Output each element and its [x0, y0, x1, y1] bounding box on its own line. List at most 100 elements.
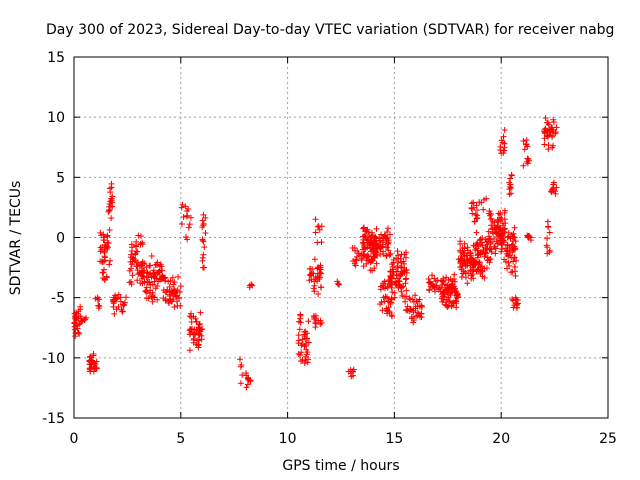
data-point	[71, 326, 78, 333]
data-point	[380, 250, 387, 257]
data-point	[552, 188, 559, 195]
data-point	[97, 244, 104, 251]
data-point	[494, 240, 501, 247]
data-point	[410, 317, 417, 324]
data-point	[198, 336, 205, 343]
y-axis-label: SDTVAR / TECUs	[8, 181, 24, 296]
data-point	[378, 231, 385, 238]
data-point	[396, 278, 403, 285]
data-point	[353, 257, 360, 264]
data-point	[304, 335, 311, 342]
data-point	[166, 300, 173, 307]
data-point	[153, 262, 160, 269]
data-point	[92, 360, 99, 367]
data-point	[138, 233, 145, 240]
data-point	[354, 248, 361, 255]
data-point	[508, 269, 515, 276]
data-point	[507, 175, 514, 182]
data-point	[498, 137, 505, 144]
data-point	[107, 257, 114, 264]
data-point	[135, 232, 142, 239]
data-point	[123, 294, 130, 301]
x-axis-label: GPS time / hours	[282, 458, 399, 474]
data-point	[488, 215, 495, 222]
data-point	[470, 204, 477, 211]
data-point	[497, 143, 504, 150]
data-point	[361, 244, 368, 251]
data-point	[478, 239, 485, 246]
data-point	[87, 366, 94, 373]
data-point	[377, 245, 384, 252]
data-point	[373, 225, 380, 232]
data-point	[296, 326, 303, 333]
data-point	[387, 231, 394, 238]
data-point	[313, 320, 320, 327]
data-point	[156, 267, 163, 274]
data-point	[393, 272, 400, 279]
data-point	[143, 295, 150, 302]
data-point	[457, 257, 464, 264]
data-point	[487, 256, 494, 263]
data-point	[71, 320, 78, 327]
data-point	[403, 275, 410, 282]
data-point	[187, 326, 194, 333]
data-point	[485, 228, 492, 235]
data-point	[185, 224, 192, 231]
data-point	[445, 302, 452, 309]
data-point	[382, 244, 389, 251]
data-point	[367, 267, 374, 274]
data-point	[148, 252, 155, 259]
data-point	[179, 201, 186, 208]
data-point	[498, 231, 505, 238]
data-point	[446, 284, 453, 291]
data-point	[401, 268, 408, 275]
data-point	[110, 303, 117, 310]
data-point	[398, 264, 405, 271]
data-point	[189, 325, 196, 332]
data-point	[504, 265, 511, 272]
data-point	[371, 245, 378, 252]
data-point	[490, 230, 497, 237]
data-point	[113, 296, 120, 303]
data-point	[504, 234, 511, 241]
data-point	[143, 284, 150, 291]
data-point	[297, 311, 304, 318]
data-point	[477, 236, 484, 243]
data-point	[107, 198, 114, 205]
data-point	[113, 306, 120, 313]
data-point	[546, 247, 553, 254]
data-point	[190, 331, 197, 338]
data-point	[237, 380, 244, 387]
data-point	[299, 336, 306, 343]
data-point	[410, 309, 417, 316]
data-point	[90, 352, 97, 359]
data-point	[445, 277, 452, 284]
data-point	[398, 251, 405, 258]
data-point	[98, 232, 105, 239]
data-point	[172, 290, 179, 297]
data-point	[521, 146, 528, 153]
data-point	[459, 263, 466, 270]
y-tick-label: -5	[51, 291, 65, 307]
data-point	[525, 157, 532, 164]
data-point	[387, 268, 394, 275]
data-point	[467, 250, 474, 257]
data-point	[115, 291, 122, 298]
data-point	[186, 347, 193, 354]
data-point	[460, 268, 467, 275]
data-point	[541, 141, 548, 148]
data-point	[481, 253, 488, 260]
data-point	[482, 250, 489, 257]
data-point	[314, 223, 321, 230]
data-point	[387, 276, 394, 283]
data-point	[508, 243, 515, 250]
data-point	[403, 293, 410, 300]
data-point	[239, 372, 246, 379]
data-point	[492, 250, 499, 257]
data-point	[106, 261, 113, 268]
data-point	[146, 290, 153, 297]
data-point	[306, 272, 313, 279]
data-point	[178, 204, 185, 211]
data-point	[295, 332, 302, 339]
data-point	[93, 365, 100, 372]
